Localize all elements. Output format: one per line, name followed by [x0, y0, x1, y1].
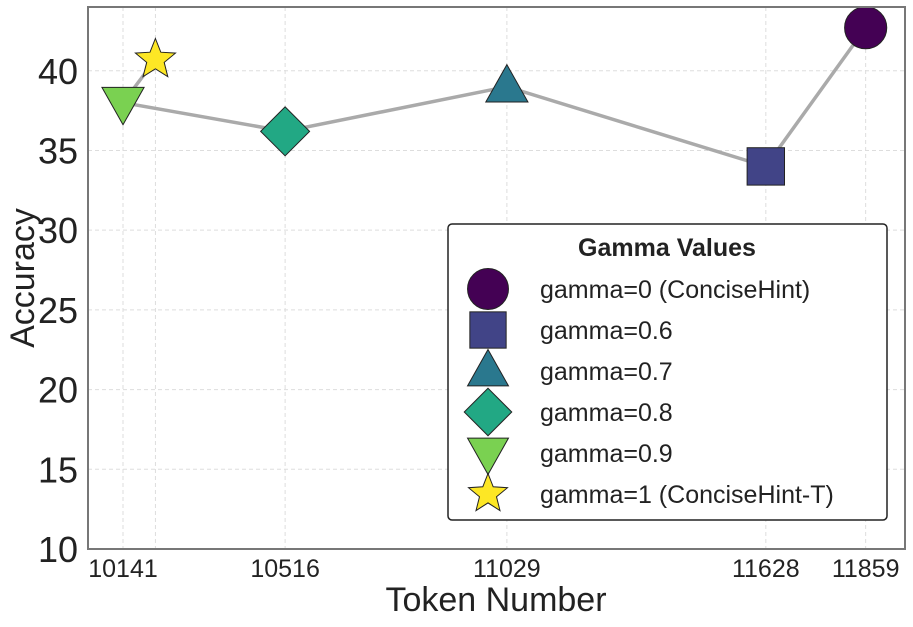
legend-label: gamma=0.7: [540, 358, 673, 386]
legend-marker-triangle-down: [466, 437, 510, 476]
legend-marker-circle: [467, 268, 509, 310]
data-point-gamma-0-9: [101, 86, 145, 126]
data-points: [101, 6, 888, 186]
legend-marker-square: [469, 311, 507, 349]
legend-title: Gamma Values: [578, 234, 756, 262]
y-tick-label: 40: [38, 51, 78, 92]
legend-marker-triangle-up: [466, 348, 510, 387]
legend-label: gamma=1 (ConciseHint-T): [540, 481, 834, 509]
data-point-gamma-1-concisehint-t: [134, 37, 177, 78]
legend-label: gamma=0.8: [540, 399, 673, 427]
x-axis-ticks: 10141 10516 11029 11628 11859: [88, 555, 899, 583]
legend-box: [447, 223, 888, 521]
y-tick-label: 25: [38, 290, 78, 331]
x-axis-label: Token Number: [385, 581, 606, 619]
data-point-gamma-0-6: [746, 147, 786, 186]
plot-frame: [87, 6, 906, 550]
data-point-gamma-0-8: [259, 106, 311, 157]
y-tick-label: 10: [38, 529, 78, 570]
legend-items: gamma=0 (ConciseHint) gamma=0.6 gamma=0.7 g…: [463, 268, 834, 512]
legend: Gamma Values gamma=0 (ConciseHint)gamma=…: [447, 223, 888, 521]
data-point-gamma-0-concisehint: [844, 6, 888, 50]
legend-label: gamma=0 (ConciseHint): [540, 276, 810, 304]
x-tick-label: 11029: [473, 555, 541, 583]
y-axis-ticks: 10 15 20 25 30 35 40: [38, 51, 78, 570]
legend-marker-diamond: [463, 387, 513, 437]
y-axis-label: Accuracy: [4, 208, 42, 348]
x-tick-label: 10516: [250, 555, 320, 583]
x-tick-label: 11859: [832, 555, 900, 583]
y-tick-label: 30: [38, 210, 78, 251]
x-tick-label: 10141: [88, 555, 158, 583]
y-tick-label: 15: [38, 449, 78, 490]
y-tick-label: 35: [38, 130, 78, 171]
legend-label: gamma=0.9: [540, 440, 673, 468]
data-point-gamma-0-7: [484, 63, 529, 103]
x-tick-label: 11628: [732, 555, 800, 583]
legend-marker-star: [467, 472, 509, 512]
y-tick-label: 20: [38, 370, 78, 411]
legend-label: gamma=0.6: [540, 317, 673, 345]
